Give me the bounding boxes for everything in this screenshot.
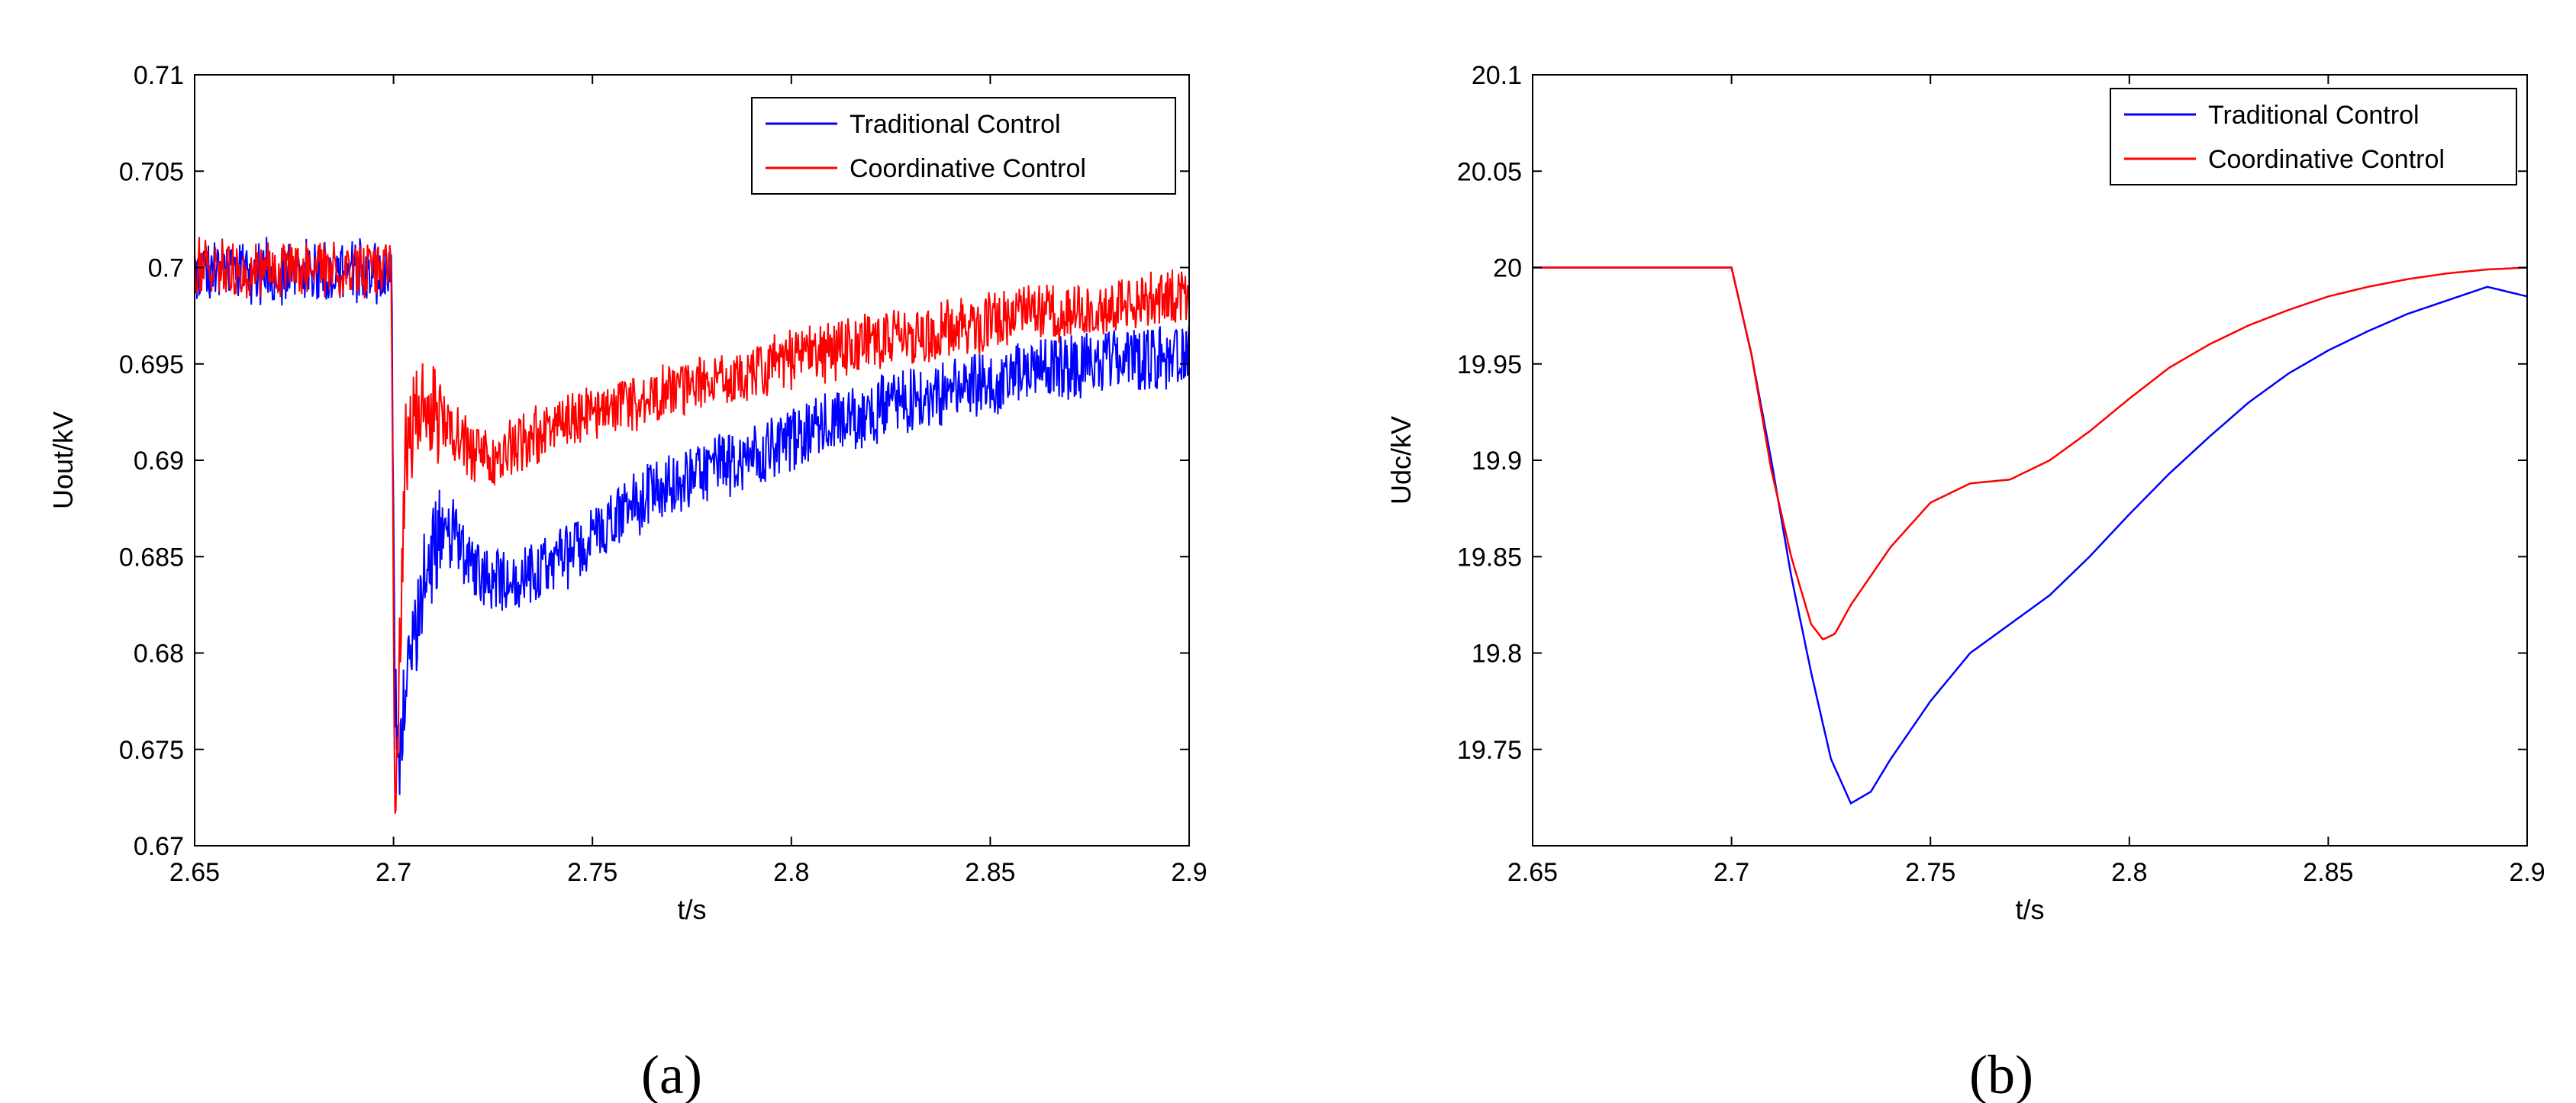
- y-tick-label: 0.7: [148, 254, 184, 283]
- x-axis-label: t/s: [677, 894, 706, 925]
- x-tick-label: 2.9: [2509, 858, 2545, 887]
- legend-label: Traditional Control: [850, 110, 1061, 139]
- y-tick-label: 0.67: [134, 832, 184, 861]
- series-line-a-traditional: [195, 237, 1189, 795]
- legend-box-a: [751, 97, 1176, 195]
- panel-b-caption: (b): [1969, 1044, 2033, 1103]
- x-tick-label: 2.75: [1905, 858, 1955, 887]
- y-tick-label: 19.85: [1457, 543, 1522, 572]
- x-tick-label: 2.7: [376, 858, 411, 887]
- legend-box-b: [2110, 88, 2517, 185]
- x-axis-label: t/s: [2015, 894, 2044, 925]
- series-line-b-coordinative: [1533, 266, 2527, 640]
- x-tick-label: 2.85: [965, 858, 1015, 887]
- series-line-a-coordinative: [195, 237, 1189, 814]
- y-tick-label: 0.69: [134, 447, 184, 476]
- y-tick-label: 0.675: [119, 736, 184, 765]
- x-tick-label: 2.65: [169, 858, 220, 887]
- y-tick-label: 0.68: [134, 640, 184, 669]
- y-tick-label: 19.95: [1457, 350, 1522, 379]
- x-tick-label: 2.8: [2111, 858, 2147, 887]
- panel-b-anchor: [0, 0, 1, 1]
- y-tick-label: 20: [1493, 254, 1522, 283]
- panel-a-caption: (a): [641, 1044, 702, 1103]
- x-tick-label: 2.75: [567, 858, 617, 887]
- y-tick-label: 20.1: [1472, 61, 1522, 90]
- y-tick-label: 19.9: [1472, 447, 1522, 476]
- panel-a-anchor: [0, 0, 1, 1]
- panel-a: 2.65 2.7 2.75 2.8 2.85 2.9 0.67 0.675 0.68 0.685 0…: [0, 0, 1207, 925]
- y-tick-label: 20.05: [1457, 157, 1522, 186]
- y-axis-label: Uout/kV: [47, 411, 79, 509]
- y-tick-label: 0.71: [134, 61, 184, 90]
- x-tick-label: 2.9: [1171, 858, 1207, 887]
- plot-area-b: [1533, 75, 2527, 846]
- legend-label: Coordinative Control: [2208, 145, 2445, 174]
- x-tick-label: 2.85: [2303, 858, 2353, 887]
- y-tick-label: 0.685: [119, 543, 184, 572]
- y-tick-label: 19.8: [1472, 640, 1522, 669]
- y-tick-label: 0.695: [119, 350, 184, 379]
- y-axis-label: Udc/kV: [1385, 416, 1417, 505]
- legend-label: Traditional Control: [2208, 101, 2420, 130]
- legend-label: Coordinative Control: [850, 154, 1086, 183]
- y-tick-label: 19.75: [1457, 736, 1522, 765]
- panel-b: 2.65 2.7 2.75 2.8 2.85 2.9 19.75 19.8 19.85 19.9 1…: [0, 0, 2545, 925]
- x-tick-label: 2.65: [1507, 858, 1558, 887]
- y-tick-label: 0.705: [119, 157, 184, 186]
- x-tick-label: 2.8: [773, 858, 809, 887]
- x-tick-label: 2.7: [1714, 858, 1749, 887]
